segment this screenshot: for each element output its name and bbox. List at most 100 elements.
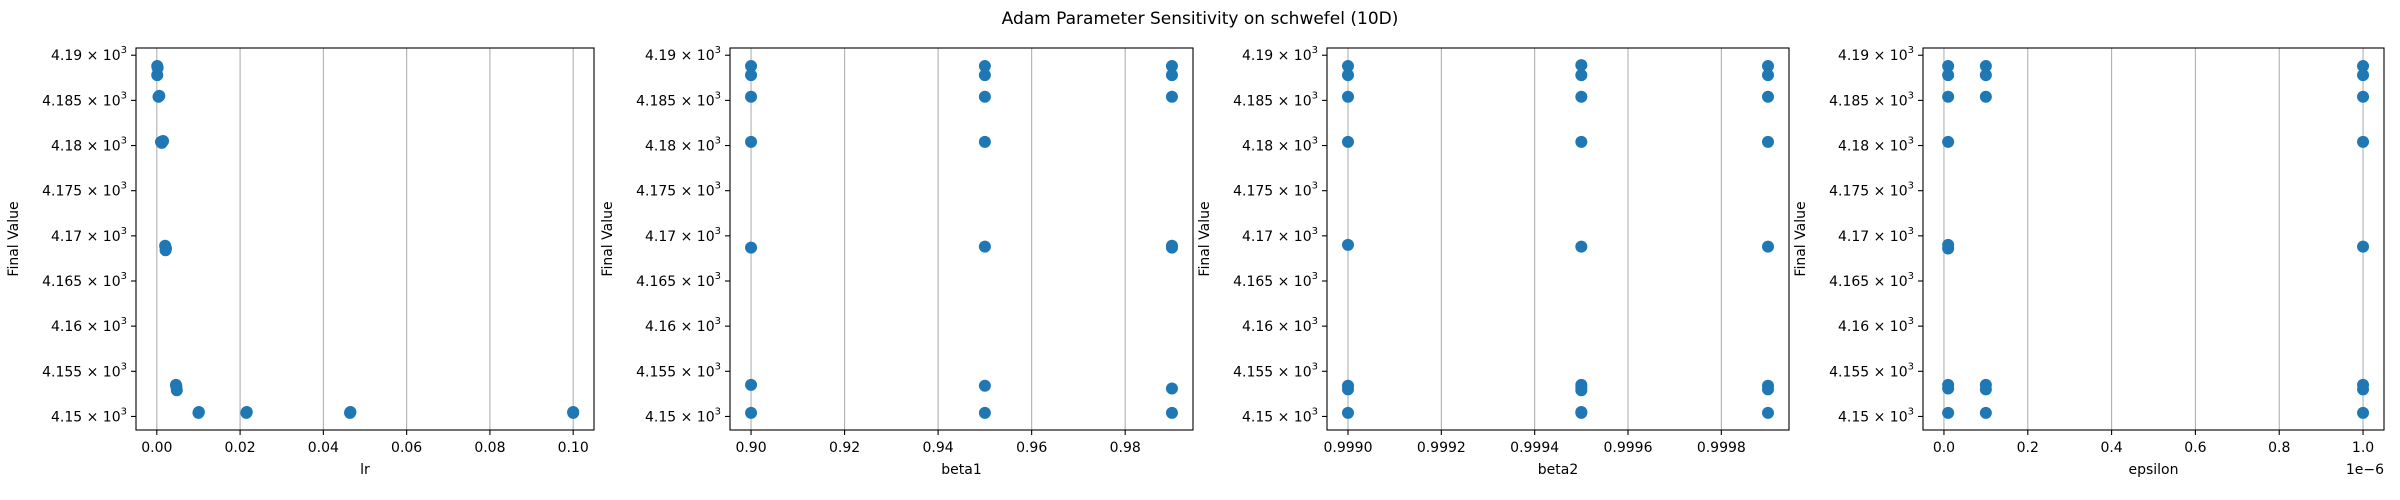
data-point bbox=[745, 241, 758, 254]
data-point bbox=[978, 379, 991, 392]
data-point bbox=[1762, 240, 1774, 253]
y-tick-label: 4.165 × 103 bbox=[42, 271, 127, 290]
data-point bbox=[2357, 240, 2370, 253]
y-axis-label: Final Value bbox=[1793, 201, 1809, 276]
data-point bbox=[1979, 383, 1992, 396]
data-point bbox=[1575, 69, 1588, 82]
x-tick-label: 0.96 bbox=[1016, 440, 1047, 456]
data-point bbox=[1762, 90, 1774, 103]
data-point bbox=[159, 244, 172, 257]
data-point bbox=[1979, 90, 1992, 103]
data-point bbox=[1762, 135, 1774, 148]
y-tick-label: 4.15 × 103 bbox=[1838, 406, 1914, 425]
axes-frame bbox=[135, 47, 595, 431]
data-point bbox=[1165, 90, 1178, 103]
y-tick-label: 4.165 × 103 bbox=[1233, 271, 1318, 290]
data-point bbox=[1165, 241, 1178, 254]
y-tick-label: 4.185 × 103 bbox=[636, 90, 721, 109]
data-point bbox=[2357, 383, 2370, 396]
data-point bbox=[2357, 69, 2370, 82]
data-point bbox=[1979, 69, 1992, 82]
y-tick-label: 4.155 × 103 bbox=[1829, 361, 1914, 380]
data-point bbox=[978, 69, 991, 82]
y-tick-label: 4.16 × 103 bbox=[645, 316, 721, 335]
x-tick-label: 0.98 bbox=[1110, 440, 1141, 456]
y-tick-label: 4.165 × 103 bbox=[1829, 271, 1914, 290]
y-tick-label: 4.175 × 103 bbox=[1233, 181, 1318, 200]
data-point bbox=[978, 240, 991, 253]
data-point bbox=[1575, 384, 1588, 397]
axes-frame bbox=[1326, 47, 1790, 431]
x-tick-label: 0.02 bbox=[225, 440, 256, 456]
data-point bbox=[745, 60, 758, 73]
y-tick-label: 4.19 × 103 bbox=[645, 45, 721, 64]
data-point bbox=[1342, 383, 1354, 396]
data-point bbox=[1342, 69, 1354, 82]
x-tick-label: 0.04 bbox=[308, 440, 339, 456]
y-tick-label: 4.16 × 103 bbox=[51, 316, 127, 335]
data-point bbox=[1942, 242, 1955, 255]
y-tick-label: 4.185 × 103 bbox=[1829, 90, 1914, 109]
data-point bbox=[1942, 60, 1955, 73]
subplot-beta1: 0.90 0.92 0.94 0.96 0.98 4.15 × 103 4.155 × 10… bbox=[600, 45, 1194, 478]
x-tick-label: 0.6 bbox=[2184, 440, 2206, 456]
data-point bbox=[745, 378, 758, 391]
y-tick-label: 4.175 × 103 bbox=[42, 181, 127, 200]
data-point bbox=[1942, 90, 1955, 103]
x-tick-label: 0.4 bbox=[2100, 440, 2122, 456]
subplot-beta2: 0.9990 0.9992 0.9994 0.9996 0.9998 4.15 × 103… bbox=[1197, 45, 1790, 478]
data-point bbox=[978, 60, 991, 73]
data-point bbox=[2357, 60, 2370, 73]
y-tick-label: 4.19 × 103 bbox=[1242, 45, 1318, 64]
data-point bbox=[1979, 406, 1992, 419]
x-tick-label: 0.92 bbox=[829, 440, 860, 456]
y-tick-label: 4.19 × 103 bbox=[51, 45, 127, 64]
x-offset-label: 1e−6 bbox=[2346, 462, 2384, 478]
y-tick-label: 4.16 × 103 bbox=[1838, 316, 1914, 335]
x-tick-label: 0.06 bbox=[391, 440, 422, 456]
data-point bbox=[978, 135, 991, 148]
x-tick-label: 0.9996 bbox=[1604, 440, 1653, 456]
subplot-epsilon: 0.0 0.2 0.4 0.6 0.8 1.0 4.15 × 103 4.155 × 103 4… bbox=[1793, 45, 2385, 478]
data-point bbox=[2357, 90, 2370, 103]
data-point bbox=[1342, 60, 1354, 73]
y-tick-label: 4.185 × 103 bbox=[1233, 90, 1318, 109]
data-point bbox=[1575, 135, 1588, 148]
data-point bbox=[2357, 135, 2370, 148]
y-tick-label: 4.155 × 103 bbox=[42, 361, 127, 380]
data-point bbox=[745, 90, 758, 103]
y-tick-label: 4.19 × 103 bbox=[1838, 45, 1914, 64]
y-tick-label: 4.18 × 103 bbox=[1242, 136, 1318, 155]
x-tick-label: 0.9998 bbox=[1697, 440, 1746, 456]
y-axis-label: Final Value bbox=[6, 201, 22, 276]
x-tick-label: 0.00 bbox=[141, 440, 172, 456]
data-point bbox=[1575, 90, 1588, 103]
x-tick-label: 0.2 bbox=[2017, 440, 2039, 456]
y-tick-label: 4.17 × 103 bbox=[645, 226, 721, 245]
data-point bbox=[2357, 406, 2370, 419]
data-point bbox=[1575, 240, 1588, 253]
data-point bbox=[151, 61, 164, 74]
y-tick-label: 4.18 × 103 bbox=[51, 136, 127, 155]
data-point bbox=[745, 135, 758, 148]
subplots: 0.00 0.02 0.04 0.06 0.08 0.10 4.15 × 103 4.155 … bbox=[6, 45, 2385, 478]
figure-title: Adam Parameter Sensitivity on schwefel (… bbox=[1002, 9, 1399, 29]
data-point bbox=[192, 405, 205, 418]
data-point bbox=[240, 405, 253, 418]
x-tick-label: 0.8 bbox=[2268, 440, 2290, 456]
x-axis-label: lr bbox=[360, 462, 370, 478]
axes-frame bbox=[729, 47, 1194, 431]
data-point bbox=[1165, 60, 1178, 73]
data-point bbox=[1942, 382, 1955, 395]
y-tick-label: 4.15 × 103 bbox=[645, 406, 721, 425]
subplot-lr: 0.00 0.02 0.04 0.06 0.08 0.10 4.15 × 103 4.155 … bbox=[6, 45, 595, 478]
data-point bbox=[1762, 383, 1774, 396]
y-tick-label: 4.155 × 103 bbox=[636, 361, 721, 380]
x-tick-label: 0.9994 bbox=[1510, 440, 1559, 456]
data-point bbox=[344, 405, 357, 418]
y-tick-label: 4.175 × 103 bbox=[1829, 181, 1914, 200]
x-axis-label: beta2 bbox=[1538, 462, 1578, 478]
y-tick-label: 4.18 × 103 bbox=[1838, 136, 1914, 155]
data-point bbox=[157, 135, 170, 148]
